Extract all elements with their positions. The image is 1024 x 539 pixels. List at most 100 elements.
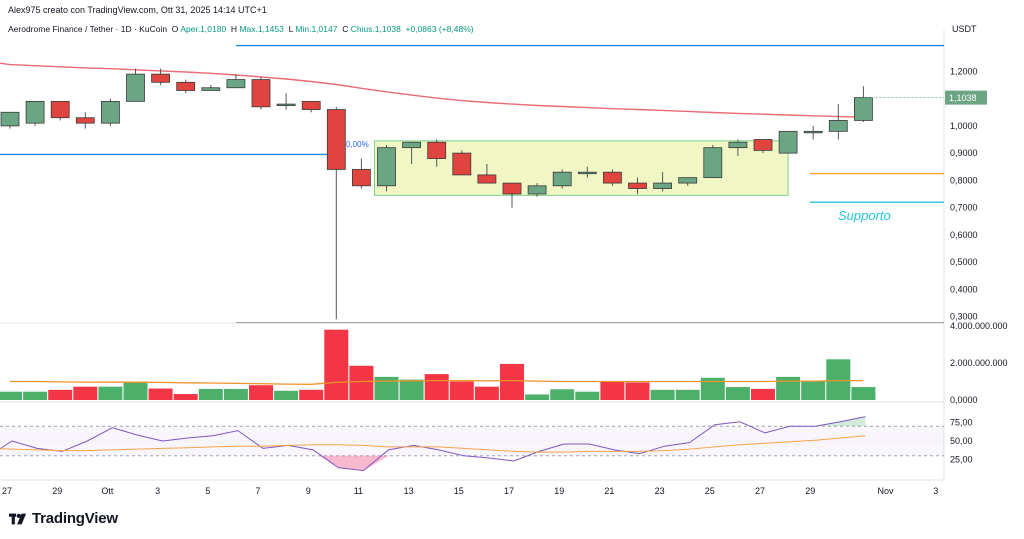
volume-bar xyxy=(851,387,876,400)
candle-body xyxy=(527,185,547,195)
open-label: O xyxy=(171,24,179,34)
price-chart[interactable]: 1,20001,10001,00000,90000,80000,70000,60… xyxy=(0,0,1024,505)
candle-body xyxy=(151,73,171,83)
volume-bar xyxy=(600,381,625,400)
candle-body xyxy=(126,73,145,102)
volume-bar xyxy=(249,385,273,400)
candle-body xyxy=(803,130,823,134)
moving-average-line xyxy=(0,62,864,118)
rsi-tick-label: 50,00 xyxy=(950,436,973,446)
volume-bar xyxy=(48,389,73,400)
volume-bar xyxy=(575,391,600,400)
volume-bar xyxy=(399,379,424,400)
candle-body xyxy=(50,100,70,119)
candle-body xyxy=(251,79,271,108)
candle-body xyxy=(201,87,221,91)
candle-body xyxy=(653,182,672,189)
candle-body xyxy=(477,174,497,184)
volume-bar xyxy=(299,389,324,400)
price-tick-label: 0,8000 xyxy=(950,175,978,185)
creator-note: Alex975 creato con TradingView.com, Ott … xyxy=(8,5,267,15)
symbol-legend: Aerodrome Finance / Tether · 1D · KuCoin… xyxy=(8,24,474,34)
candle-body xyxy=(753,139,773,151)
time-tick-label: 11 xyxy=(354,486,363,496)
volume-bar xyxy=(173,394,198,400)
volume-bar xyxy=(826,359,851,400)
volume-bar xyxy=(550,389,575,400)
candle-body xyxy=(603,171,622,184)
volume-bar xyxy=(725,387,750,400)
change-value: +0,0863 (+8,48%) xyxy=(405,24,474,34)
candle-body xyxy=(678,177,698,184)
volume-bar xyxy=(148,388,173,400)
candle-body xyxy=(502,182,522,195)
candle-body xyxy=(452,152,472,176)
time-tick-label: 17 xyxy=(504,486,514,496)
candle-body xyxy=(577,171,597,175)
candle-body xyxy=(728,141,748,149)
time-tick-label: 25 xyxy=(705,486,715,496)
price-tick-label: 0,6000 xyxy=(950,230,978,240)
time-tick-label: 3 xyxy=(155,486,160,496)
candle-body xyxy=(101,100,120,124)
candle-body xyxy=(377,147,396,187)
volume-tick-label: 4.000.000.000 xyxy=(950,321,1008,331)
candle-body xyxy=(703,147,723,179)
candle-body xyxy=(326,109,346,170)
volume-bar xyxy=(650,389,675,400)
brand-name: TradingView xyxy=(32,510,118,527)
candle-body xyxy=(75,117,95,124)
time-tick-label: 29 xyxy=(805,486,815,496)
candle-body xyxy=(402,141,422,149)
time-tick-label: 3 xyxy=(933,486,938,496)
candle-body xyxy=(226,79,246,89)
brand-logo: TradingView xyxy=(9,510,118,527)
time-tick-label: 19 xyxy=(554,486,564,496)
volume-bar xyxy=(73,386,98,400)
open-value: Aper.1,0180 xyxy=(180,24,227,34)
time-tick-label: 7 xyxy=(255,486,260,496)
candle-body xyxy=(276,103,296,106)
last-price-tag xyxy=(945,90,987,105)
time-tick-label: 29 xyxy=(52,486,62,496)
rsi-overbought-fill xyxy=(815,416,866,427)
time-tick-label: 21 xyxy=(604,486,614,496)
volume-bar xyxy=(625,382,650,400)
volume-tick-label: 2.000.000.000 xyxy=(950,358,1008,368)
close-value: Chius.1,1038 xyxy=(350,24,401,34)
price-tick-label: 1,0000 xyxy=(950,121,978,131)
volume-bar xyxy=(123,381,148,400)
rsi-line xyxy=(0,416,866,472)
time-tick-label: Nov xyxy=(877,486,894,496)
volume-bar xyxy=(274,390,299,400)
time-tick-label: 23 xyxy=(655,486,665,496)
rsi-signal-line xyxy=(0,435,866,453)
candle-body xyxy=(778,130,798,154)
volume-bar xyxy=(525,394,550,400)
volume-bar xyxy=(98,386,123,400)
price-tick-label: 0,9000 xyxy=(950,148,978,158)
candle-body xyxy=(828,120,848,132)
time-tick-label: 13 xyxy=(404,486,414,496)
candle-body xyxy=(854,97,873,121)
time-tick-label: 5 xyxy=(205,486,210,496)
volume-bar xyxy=(474,386,499,400)
price-tick-label: 0,3000 xyxy=(950,312,978,322)
volume-bar xyxy=(776,376,801,400)
volume-bar xyxy=(801,381,826,400)
rsi-oversold-fill xyxy=(319,455,389,471)
candle-body xyxy=(552,171,572,187)
volume-bar xyxy=(700,377,725,400)
candle-body xyxy=(0,111,20,127)
last-price-label: 1,1038 xyxy=(949,93,977,103)
volume-tick-label: 0,0000 xyxy=(950,395,978,405)
close-label: C xyxy=(342,24,349,34)
volume-bar xyxy=(198,388,223,400)
price-tick-label: 0,4000 xyxy=(950,284,978,294)
price-tick-label: 1,2000 xyxy=(950,66,978,76)
volume-bar xyxy=(324,329,349,400)
symbol-title: Aerodrome Finance / Tether · 1D · KuCoin xyxy=(8,24,168,34)
low-value: Min.1,0147 xyxy=(295,24,338,34)
candle-body xyxy=(628,182,647,189)
candle-body xyxy=(301,100,321,110)
